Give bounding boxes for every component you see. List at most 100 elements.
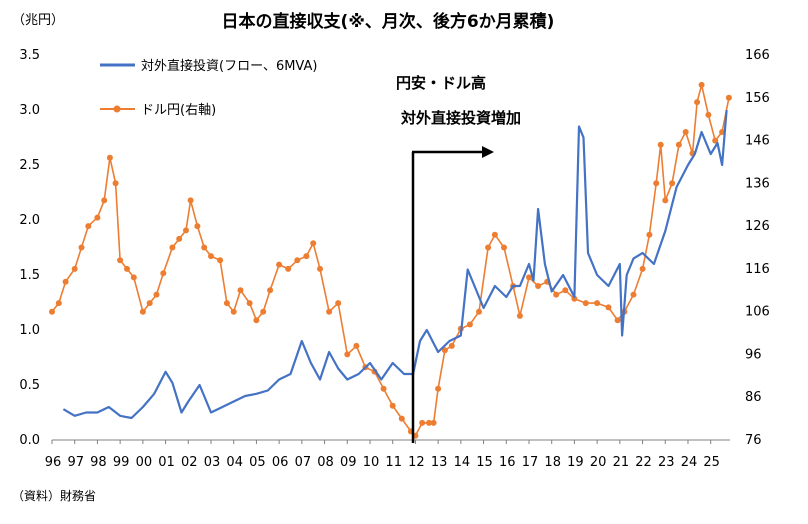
x-tick-label: 96 [45,455,62,470]
data-point-usdjpy [594,300,601,307]
x-tick-label: 17 [522,455,539,470]
series-line-fdi [62,109,728,420]
data-point-usdjpy [223,300,230,307]
legend-label-usdjpy: ドル円(右軸) [141,103,216,118]
data-point-usdjpy [187,197,194,204]
right-tick-label: 76 [745,433,762,448]
series-layer [49,81,732,439]
data-point-usdjpy [614,317,621,324]
data-point-usdjpy [516,312,523,319]
x-tick-label: 04 [226,455,243,470]
data-point-usdjpy [353,342,360,349]
left-tick-label: 2.0 [19,213,40,228]
legend: 対外直接投資(フロー、6MVA) ドル円(右軸) [100,58,317,118]
data-point-usdjpy [398,415,405,422]
data-point-usdjpy [78,244,85,251]
annotation-line-1: 円安・ドル高 [396,74,486,92]
x-tick-label: 22 [635,455,652,470]
x-tick-label: 05 [249,455,266,470]
data-point-usdjpy [130,274,137,281]
x-axis: 96 97 98 99 00 01 02 03 04 05 06 07 08 09 10 11 12 13 14 15… [45,440,720,470]
data-point-usdjpy [646,231,653,238]
right-tick-label: 96 [745,347,762,362]
data-point-usdjpy [246,300,253,307]
data-point-usdjpy [117,257,124,264]
data-point-usdjpy [535,283,542,289]
x-tick-label: 12 [408,455,425,470]
legend-marker-usdjpy [113,105,121,113]
x-tick-label: 18 [544,455,561,470]
x-tick-label: 24 [681,455,698,470]
data-point-usdjpy [310,240,317,247]
left-tick-label: 2.5 [19,158,40,173]
data-point-usdjpy [112,180,119,187]
left-tick-label: 0.5 [19,378,40,393]
x-tick-label: 97 [67,455,84,470]
x-tick-label: 19 [567,455,584,470]
annotation-arrowhead [482,146,494,158]
legend-label-fdi: 対外直接投資(フロー、6MVA) [141,58,317,74]
data-point-usdjpy [712,137,719,144]
data-point-usdjpy [106,154,113,161]
data-point-usdjpy [260,308,267,315]
left-axis: 0.0 0.5 1.0 1.5 2.0 2.5 3.0 3.5 [19,48,40,448]
x-tick-label: 14 [454,455,471,470]
data-point-usdjpy [605,304,612,311]
data-point-usdjpy [657,141,664,148]
data-point-usdjpy [253,317,260,324]
data-point-usdjpy [194,223,201,230]
right-tick-label: 126 [745,219,770,234]
right-tick-label: 116 [745,262,770,277]
source-note: （資料）財務省 [12,488,96,503]
x-tick-label: 21 [613,455,630,470]
x-tick-label: 00 [136,455,153,470]
data-point-usdjpy [553,291,560,298]
data-point-usdjpy [62,278,69,285]
data-point-usdjpy [448,342,455,349]
right-tick-label: 136 [745,176,770,191]
data-point-usdjpy [571,295,578,302]
data-point-usdjpy [669,180,676,187]
data-point-usdjpy [694,99,701,106]
data-point-usdjpy [94,214,101,221]
x-tick-label: 02 [181,455,198,470]
x-tick-label: 08 [317,455,334,470]
data-point-usdjpy [326,308,333,315]
data-point-usdjpy [426,419,432,426]
data-point-usdjpy [169,244,176,251]
data-point-usdjpy [698,81,705,88]
data-point-usdjpy [501,244,507,251]
data-point-usdjpy [160,270,167,277]
data-point-usdjpy [466,321,473,328]
data-point-usdjpy [55,300,62,307]
data-point-usdjpy [435,385,442,392]
data-point-usdjpy [49,308,55,315]
annotation-line-2: 対外直接投資増加 [400,109,521,127]
right-axis: 76 86 96 106 116 126 136 146 156 166 [745,48,770,448]
data-point-usdjpy [485,244,492,251]
data-point-usdjpy [335,300,342,307]
x-tick-label: 20 [590,455,607,470]
data-point-usdjpy [344,351,351,358]
data-point-usdjpy [208,253,214,260]
x-tick-label: 01 [158,455,175,470]
data-point-usdjpy [476,308,482,315]
data-point-usdjpy [419,419,426,426]
chart-title: 日本の直接収支(※、月次、後方6か月累積) [222,11,555,32]
x-tick-label: 03 [204,455,221,470]
right-tick-label: 146 [745,134,770,149]
x-tick-label: 07 [295,455,312,470]
right-tick-label: 156 [745,91,770,106]
annotation: 円安・ドル高 対外直接投資増加 [396,74,521,443]
left-tick-label: 1.5 [19,268,40,283]
data-point-usdjpy [217,257,224,264]
legend-item-fdi: 対外直接投資(フロー、6MVA) [100,58,317,74]
x-tick-label: 11 [385,455,402,470]
x-tick-label: 13 [431,455,448,470]
x-tick-label: 25 [703,455,720,470]
right-tick-label: 106 [745,305,770,320]
data-point-usdjpy [101,197,108,204]
data-point-usdjpy [682,129,689,135]
data-point-usdjpy [430,419,437,426]
